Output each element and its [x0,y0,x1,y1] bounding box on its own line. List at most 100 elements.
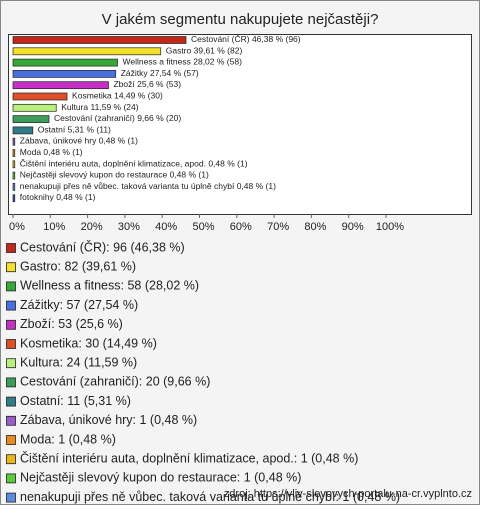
bar-label: Wellness a fitness 28,02 % (58) [123,57,243,67]
x-tick-label: 0% [9,221,25,233]
legend-label: Gastro: 82 (39,61 %) [20,259,136,273]
bar-label: Ostatní 5,31 % (11) [38,125,111,135]
bar-category: Cestování (zahraničí) [54,113,135,123]
legend-swatch [6,339,16,349]
bar-value-label: 5,31 % (11) [68,125,111,135]
bar-category: Ostatní [38,125,66,135]
legend-swatch [6,396,16,407]
bar [12,115,50,123]
bar-label: Gastro 39,61 % (82) [166,46,243,56]
bar [12,194,16,203]
bar [12,103,57,112]
legend-swatch [6,454,16,465]
legend-swatch [6,492,16,503]
bar-label: Čištění interiéru auta, doplnění klimati… [20,159,248,169]
legend-label: Cestování (ČR): 96 (46,38 %) [20,239,185,254]
bar-category: Zboží [113,79,135,89]
x-tick-label: 70% [267,221,289,233]
bar [12,171,16,180]
x-tick-label: 80% [304,221,326,233]
bar-value-label: 25,6 % (53) [137,79,181,89]
bar-value-label: 28,02 % (58) [193,57,242,67]
bar-value-label: 0,48 % (1) [56,192,95,202]
legend-label: Moda: 1 (0,48 %) [20,432,116,446]
bar-label: nenakupuji přes ně vůbec. taková variant… [20,181,276,191]
bar-category: Gastro [166,46,192,56]
legend-label: Kultura: 24 (11,59 %) [20,355,137,369]
legend-swatch [6,358,16,369]
bar-category: nenakupuji přes ně vůbec. taková variant… [20,181,235,191]
bar [12,183,16,191]
bar [12,47,162,56]
legend-label: nenakupuji přes ně vůbec. taková variant… [20,490,400,504]
bar [12,92,68,101]
legend-swatch [6,415,16,426]
x-tick-label: 40% [155,221,177,233]
x-tick-label: 30% [118,221,140,233]
legend-label: Zážitky: 57 (27,54 %) [20,298,138,312]
bar-label: Zážitky 27,54 % (57) [121,68,199,78]
x-tick-label: 10% [43,221,65,233]
bar-value-label: 27,54 % (57) [150,68,199,78]
x-tick-label: 50% [192,221,214,233]
bar-value-label: 0,48 % (1) [208,159,247,169]
bar-value-label: 46,38 % (96) [252,34,301,44]
bar-category: Čištění interiéru auta, doplnění klimati… [20,159,206,169]
legend-swatch [6,319,16,330]
legend-swatch [6,281,16,292]
bar [12,81,109,90]
chart-title: V jakém segmentu nakupujete nejčastěji? [102,11,379,28]
bar-label: Cestování (ČR) 46,38 % (96) [191,34,301,44]
bar [12,137,16,146]
bar-label: Zboží 25,6 % (53) [113,79,181,89]
bar-category: Kultura [61,102,88,112]
source: zdroj: https://vliv-slevovych-portalu-na… [224,488,472,500]
bar [12,149,16,157]
legend-label: Cestování (zahraničí): 20 (9,66 %) [20,375,210,389]
bar-category: Wellness a fitness [123,57,191,67]
legend-label: Čištění interiéru auta, doplnění klimati… [20,450,358,465]
bar-label: Kultura 11,59 % (24) [61,102,139,112]
legend-swatch [6,435,16,445]
bar-label: Zábava, únikové hry 0,48 % (1) [20,136,138,146]
bar-category: Zážitky [121,68,149,78]
bar-category: Cestování (ČR) [191,34,250,44]
bar-value-label: 11,59 % (24) [91,102,139,112]
bar [12,70,117,78]
legend-swatch [6,473,16,484]
bar [12,58,118,67]
legend-swatch [6,300,16,311]
bar-label: Moda 0,48 % (1) [20,147,83,157]
legend-label: Nejčastěji slevový kupon do restaurace: … [20,471,301,485]
bar-value-label: 0,48 % (1) [43,147,82,157]
bar [12,126,34,135]
x-tick-label: 90% [342,221,364,233]
bar-value-label: 0,48 % (1) [170,170,209,180]
legend-label: Kosmetika: 30 (14,49 %) [20,336,157,350]
bar-value-label: 0,48 % (1) [237,181,276,191]
legend-swatch [6,377,16,388]
legend-swatch [6,243,16,253]
x-tick-label: 100% [376,221,404,233]
bar-value-label: 14,49 % (30) [114,91,163,101]
bar [12,36,187,44]
legend-swatch [6,262,16,273]
bar-category: fotoknihy [20,192,55,202]
legend-label: Zábava, únikové hry: 1 (0,48 %) [20,413,197,427]
bar-label: Cestování (zahraničí) 9,66 % (20) [54,113,181,123]
x-tick-label: 20% [81,221,103,233]
bar-label: Kosmetika 14,49 % (30) [72,91,163,101]
bar-label: fotoknihy 0,48 % (1) [20,192,96,202]
legend-label: Wellness a fitness: 58 (28,02 %) [20,279,199,293]
bar-label: Nejčastěji slevový kupon do restaurace 0… [20,170,209,180]
x-tick-label: 60% [230,221,252,233]
bar [12,160,16,169]
legend-label: Ostatní: 11 (5,31 %) [20,394,131,408]
legend-label: Zboží: 53 (25,6 %) [20,317,123,331]
bar-value-label: 9,66 % (20) [137,113,181,123]
bar-category: Kosmetika [72,91,112,101]
bar-category: Zábava, únikové hry [20,136,97,146]
bar-value-label: 0,48 % (1) [99,136,138,146]
bar-category: Nejčastěji slevový kupon do restaurace [20,170,168,180]
